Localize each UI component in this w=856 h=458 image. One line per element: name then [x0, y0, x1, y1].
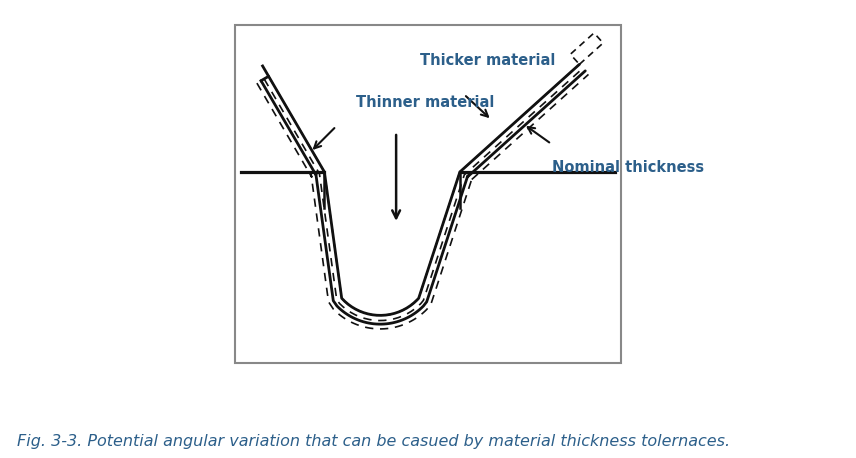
- Text: Thicker material: Thicker material: [420, 53, 556, 68]
- Text: Nominal thickness: Nominal thickness: [551, 160, 704, 175]
- Text: Thinner material: Thinner material: [356, 95, 495, 110]
- Text: Fig. 3-3. Potential angular variation that can be casued by material thickness t: Fig. 3-3. Potential angular variation th…: [17, 434, 730, 449]
- Bar: [235, 24, 621, 363]
